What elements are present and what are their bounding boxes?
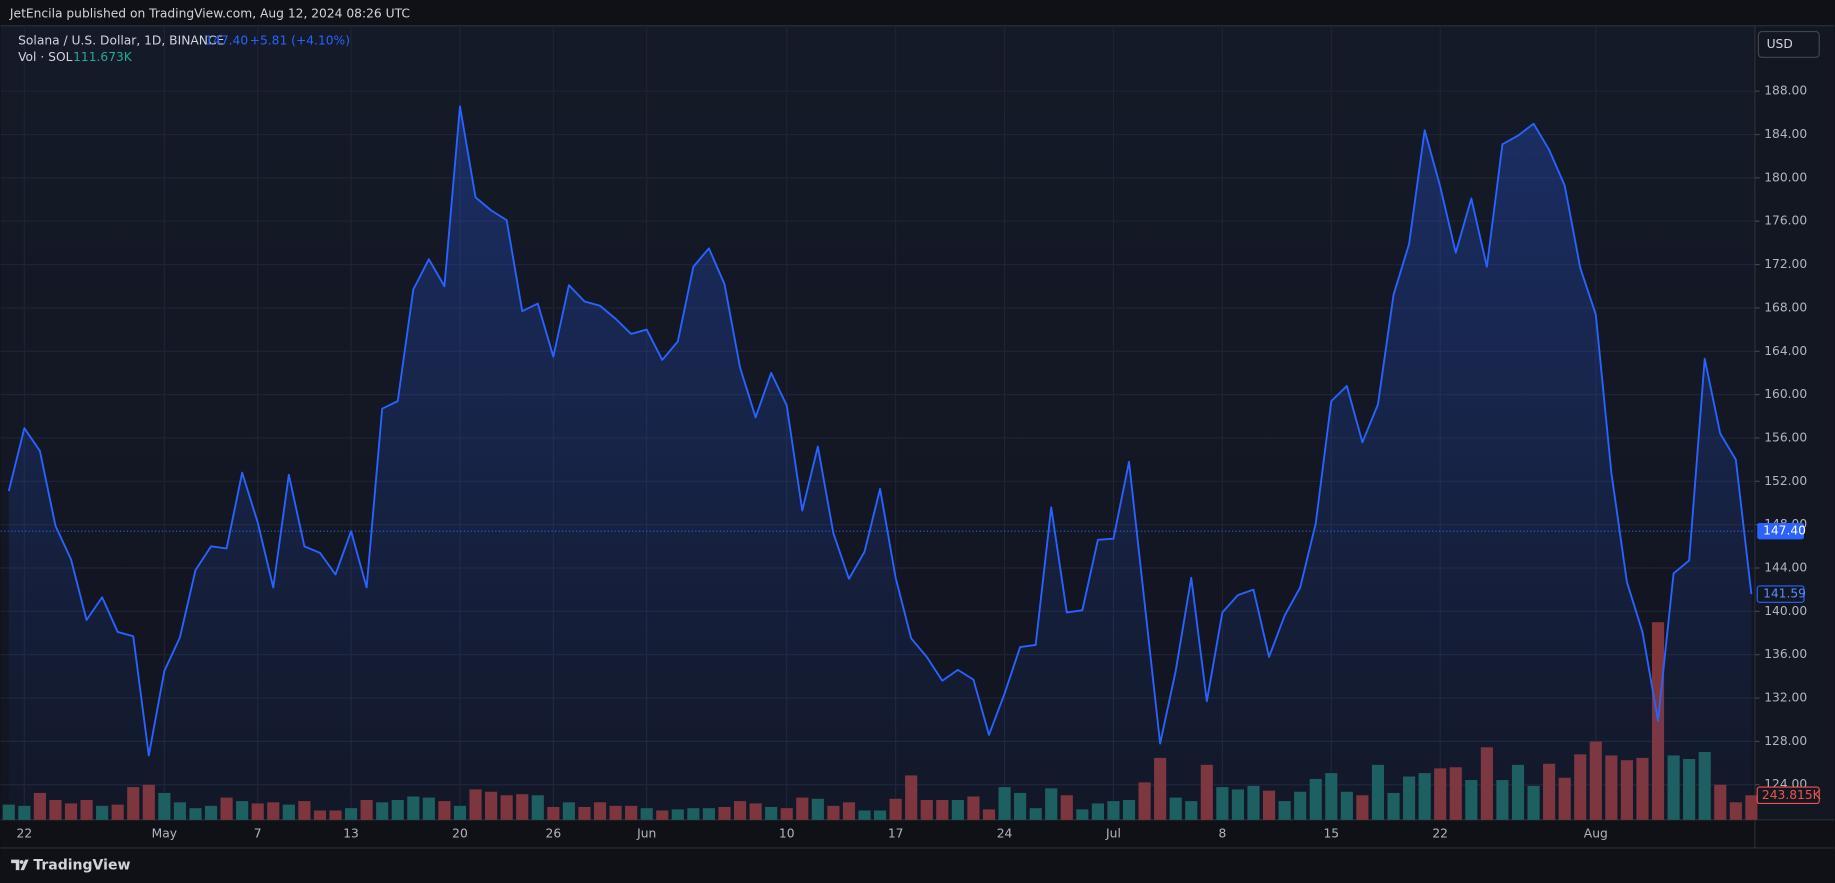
y-tick-label: 156.00	[1764, 430, 1807, 444]
x-tick-label: 22	[1432, 826, 1448, 840]
y-tick-label: 128.00	[1764, 734, 1807, 748]
x-tick-label: 26	[546, 826, 562, 840]
x-tick-label: 22	[17, 826, 33, 840]
y-tick-label: 168.00	[1764, 300, 1807, 314]
brand: TradingView	[33, 857, 130, 873]
price-line	[7, 105, 1753, 757]
y-tick-label: 160.00	[1764, 387, 1807, 401]
y-tick-label: 136.00	[1764, 647, 1807, 661]
currency-button[interactable]	[1757, 30, 1820, 58]
y-tick-label: 164.00	[1764, 344, 1807, 358]
current-price-box	[1757, 522, 1805, 540]
last-volume-label: 243.815K	[1762, 788, 1822, 802]
labels: 124.00128.00132.00136.00140.00144.00148.…	[17, 84, 1822, 841]
y-tick-label: 180.00	[1764, 170, 1807, 184]
y-tick-label: 152.00	[1764, 474, 1807, 488]
x-tick-label: 17	[888, 826, 904, 840]
currency[interactable]: USD	[1767, 37, 1793, 51]
marks	[0, 105, 1758, 820]
last-price-label: 141.59	[1763, 587, 1806, 601]
y-tick-label: 144.00	[1764, 560, 1807, 574]
y-tick-label: 132.00	[1764, 691, 1807, 705]
last-volume-box	[1756, 786, 1820, 805]
x-tick-label: Aug	[1584, 826, 1608, 840]
x-tick-label: Jul	[1105, 826, 1121, 840]
y-tick-label: 176.00	[1764, 214, 1807, 228]
price: 147.40	[205, 33, 248, 47]
x-tick-label: 13	[343, 826, 359, 840]
y-tick-label: 172.00	[1764, 257, 1807, 271]
x-tick-label: 8	[1218, 826, 1226, 840]
y-tick-label: 184.00	[1764, 127, 1807, 141]
volume-title: Vol · SOL	[18, 50, 72, 64]
x-tick-label: 20	[452, 826, 468, 840]
x-tick-label: Jun	[636, 826, 656, 840]
last-price-box	[1756, 585, 1805, 603]
volume: 111.673K	[73, 50, 133, 64]
publisher: JetEncila published on TradingView.com, …	[9, 7, 410, 21]
price-axis	[1754, 25, 1835, 820]
x-tick-label: 15	[1323, 826, 1339, 840]
change: +5.81 (+4.10%)	[250, 33, 350, 47]
symbol: Solana / U.S. Dollar, 1D, BINANCE	[18, 33, 224, 47]
x-tick-label: 7	[254, 826, 262, 840]
x-tick-label: May	[152, 826, 177, 840]
current-price-label: 147.40	[1763, 524, 1806, 538]
logo	[11, 859, 29, 871]
y-tick-label: 140.00	[1764, 604, 1807, 618]
area-fill	[8, 106, 1752, 820]
x-tick-label: 24	[997, 826, 1013, 840]
y-tick-label: 188.00	[1764, 84, 1807, 98]
x-tick-label: 10	[779, 826, 795, 840]
